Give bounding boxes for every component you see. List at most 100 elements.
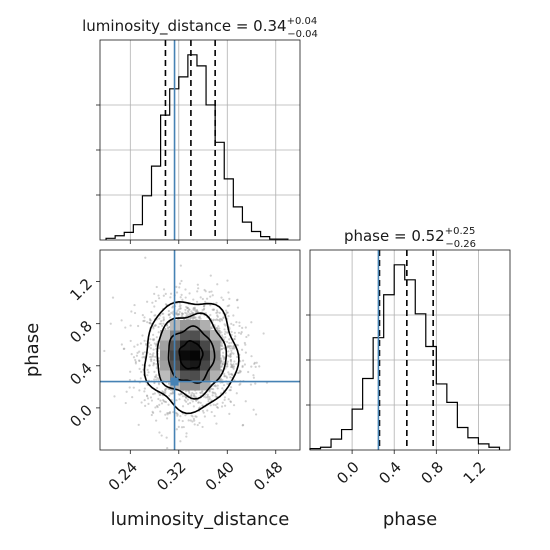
sample-point (230, 345, 233, 348)
sample-point (222, 316, 225, 319)
sample-point (230, 351, 233, 354)
sample-point (138, 367, 141, 371)
sample-point (220, 342, 224, 345)
sample-point (152, 325, 155, 329)
density-cell (200, 350, 211, 361)
sample-point (243, 363, 247, 366)
sample-point (167, 403, 170, 406)
sample-point (190, 393, 193, 396)
sample-point (193, 306, 196, 309)
sample-point (150, 310, 153, 314)
sample-point (241, 326, 244, 329)
density-cell (190, 340, 201, 351)
sample-point (220, 319, 224, 322)
sample-point (192, 405, 195, 408)
sample-point (236, 371, 240, 374)
sample-point (149, 396, 153, 399)
sample-point (220, 357, 223, 360)
sample-point (125, 390, 128, 393)
sample-point (159, 399, 162, 402)
sample-point (166, 446, 169, 450)
density-cell (180, 320, 191, 331)
contour-level-2 (156, 312, 228, 400)
sample-point (136, 351, 139, 354)
hist-step-phase (309, 264, 501, 450)
sample-point (195, 310, 198, 313)
sample-point (238, 371, 242, 374)
sample-point (205, 297, 209, 300)
sample-point (113, 395, 116, 398)
density-cell (210, 370, 221, 381)
sample-point (133, 303, 136, 307)
sample-point (164, 388, 167, 391)
sample-point (181, 298, 184, 301)
sample-point (188, 392, 191, 395)
sample-point (152, 348, 155, 351)
sample-point (188, 308, 191, 311)
sample-point (146, 321, 149, 324)
sample-point (179, 296, 182, 299)
sample-point (146, 397, 150, 400)
sample-point (186, 306, 189, 309)
sample-point (179, 392, 183, 396)
sample-point (230, 364, 233, 367)
sample-point (138, 359, 141, 363)
sample-point (209, 274, 212, 277)
sample-point (184, 296, 187, 299)
sample-point (171, 392, 174, 395)
sample-point (158, 431, 161, 434)
sample-point (229, 344, 232, 347)
sample-point (225, 309, 228, 312)
sample-point (195, 399, 198, 402)
sample-point (155, 378, 158, 381)
sample-point (145, 342, 148, 345)
sample-point (201, 409, 205, 412)
sample-point (244, 343, 247, 346)
sample-point (190, 394, 193, 397)
sample-point (233, 338, 236, 341)
sample-point (189, 419, 192, 422)
sample-point (155, 419, 158, 422)
sample-point (178, 398, 181, 401)
sample-point (163, 400, 167, 403)
grid-hist-luminosity-distance (100, 40, 300, 240)
sample-point (191, 316, 194, 319)
sample-point (234, 335, 237, 338)
x-tick-label-luminosity-distance: 0.48 (250, 458, 286, 494)
sample-point (190, 414, 193, 417)
density-cell (210, 330, 221, 341)
sample-point (228, 389, 231, 392)
sample-point (221, 362, 224, 366)
sample-point (152, 327, 155, 330)
sample-point (202, 411, 205, 414)
sample-point (244, 400, 247, 403)
sample-point (143, 399, 146, 402)
sample-point (185, 400, 188, 403)
sample-point (249, 383, 253, 386)
sample-point (232, 363, 235, 366)
sample-point (148, 364, 151, 367)
sample-point (137, 324, 140, 328)
sample-point (212, 403, 215, 406)
sample-point (192, 298, 195, 301)
sample-point (221, 378, 224, 382)
sample-point (184, 288, 187, 291)
title-luminosity-distance: luminosity_distance = 0.34+0.04 −0.04 (82, 16, 318, 40)
sample-point (226, 345, 229, 348)
sample-point (175, 412, 178, 415)
sample-point (183, 399, 186, 402)
sample-point (222, 358, 225, 361)
sample-point (133, 345, 136, 348)
sample-point (155, 342, 158, 346)
sample-point (151, 338, 154, 341)
sample-point (226, 311, 229, 314)
title-phase-sub: −0.26 (445, 239, 476, 250)
sample-point (228, 338, 231, 341)
sample-point (180, 426, 184, 429)
sample-point (154, 299, 157, 303)
hist-luminosity-distance (105, 54, 289, 240)
sample-point (226, 360, 229, 363)
sample-point (214, 393, 217, 396)
sample-point (148, 318, 152, 321)
sample-point (158, 322, 161, 325)
